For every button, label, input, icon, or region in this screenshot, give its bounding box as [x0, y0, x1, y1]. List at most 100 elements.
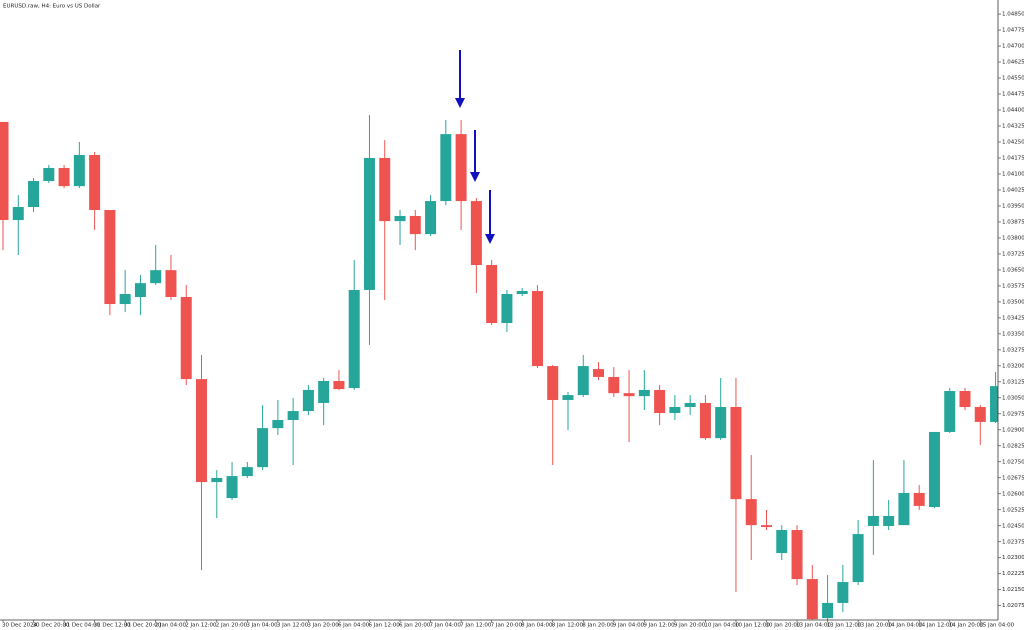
- x-tick-label: 10 Jan 04:00: [704, 623, 739, 629]
- x-tick-label: 3 Jan 12:00: [277, 623, 309, 629]
- candle-body: [272, 420, 284, 429]
- y-tick-label: 1.02375: [1002, 539, 1024, 545]
- candle-body: [699, 402, 711, 439]
- y-tick-label: 1.04775: [1002, 28, 1024, 34]
- x-tick-label: 14 Jan 04:00: [888, 623, 923, 629]
- x-tick-label: 13 Jan 12:00: [827, 623, 862, 629]
- y-tick-label: 1.02975: [1002, 411, 1024, 417]
- x-tick-label: 3 Jan 04:00: [246, 623, 278, 629]
- candle-body: [913, 492, 925, 506]
- candle-body: [12, 207, 24, 221]
- x-tick-label: 7 Jan 20:00: [491, 623, 523, 629]
- plot-area: [0, 115, 998, 620]
- candle-body: [394, 215, 406, 222]
- arrow-head: [470, 172, 480, 182]
- candle-body: [654, 389, 666, 413]
- x-tick-label: 10 Jan 20:00: [766, 623, 801, 629]
- candle-body: [883, 515, 895, 526]
- y-tick-label: 1.02750: [1002, 459, 1024, 465]
- y-tick-label: 1.02825: [1002, 443, 1024, 449]
- x-tick-label: 31 Dec 20:00: [124, 623, 161, 629]
- candle-body: [531, 291, 543, 367]
- candle-body: [119, 294, 131, 305]
- candle-body: [379, 157, 391, 222]
- candle-body: [257, 428, 269, 468]
- x-tick-label: 7 Jan 12:00: [460, 623, 492, 629]
- y-tick-label: 1.04325: [1002, 124, 1024, 130]
- candle-body: [761, 525, 772, 528]
- candle-body: [104, 210, 116, 305]
- x-tick-label: 6 Jan 04:00: [338, 623, 370, 629]
- y-tick-label: 1.03425: [1002, 315, 1024, 321]
- y-tick-label: 1.02600: [1002, 491, 1024, 497]
- candle-body: [730, 407, 742, 500]
- candle-body: [409, 215, 421, 235]
- candle-body: [684, 402, 696, 408]
- candle-body: [180, 296, 192, 380]
- candle-body: [89, 155, 101, 211]
- y-tick-label: 1.03725: [1002, 251, 1024, 257]
- candle-body: [333, 380, 345, 390]
- candle-body: [58, 168, 70, 187]
- x-tick-label: 30 Dec 2024: [2, 623, 38, 629]
- candle-body: [73, 155, 85, 187]
- candle-body: [822, 602, 834, 619]
- y-tick-label: 1.03575: [1002, 283, 1024, 289]
- candle-body: [28, 181, 40, 208]
- candle-body: [211, 478, 223, 483]
- y-tick-label: 1.03650: [1002, 267, 1024, 273]
- candle-body: [425, 201, 437, 235]
- y-tick-label: 1.04025: [1002, 187, 1024, 193]
- y-tick-label: 1.04400: [1002, 108, 1024, 114]
- chart-title: EURUSD.raw, H4: Euro vs US Dollar: [3, 4, 101, 10]
- candle-body: [669, 407, 681, 413]
- y-tick-label: 1.02075: [1002, 603, 1024, 609]
- x-tick-label: 2 Jan 12:00: [185, 623, 217, 629]
- candle-body: [715, 407, 727, 439]
- candle-body: [226, 476, 238, 499]
- candle-body: [745, 499, 757, 526]
- x-tick-label: 2 Jan 04:00: [155, 623, 187, 629]
- x-tick-label: 2 Jan 20:00: [216, 623, 248, 629]
- y-tick-label: 1.04175: [1002, 155, 1024, 161]
- x-tick-label: 30 Dec 20:00: [33, 623, 70, 629]
- y-tick-label: 1.02450: [1002, 523, 1024, 529]
- candle-body: [501, 294, 513, 324]
- y-tick-label: 1.02675: [1002, 475, 1024, 481]
- candle-body: [837, 582, 849, 603]
- candle-body: [806, 579, 818, 620]
- x-tick-label: 8 Jan 20:00: [582, 623, 614, 629]
- y-tick-label: 1.03350: [1002, 331, 1024, 337]
- x-tick-label: 3 Jan 20:00: [307, 623, 339, 629]
- candle-body: [516, 291, 528, 295]
- candle-body: [577, 366, 589, 396]
- x-tick-label: 31 Dec 12:00: [94, 623, 131, 629]
- x-tick-label: 14 Jan 12:00: [918, 623, 953, 629]
- y-tick-label: 1.04475: [1002, 92, 1024, 98]
- y-tick-label: 1.03500: [1002, 299, 1024, 305]
- y-tick-label: 1.03050: [1002, 395, 1024, 401]
- candle-body: [593, 369, 605, 377]
- x-tick-label: 9 Jan 04:00: [613, 623, 645, 629]
- y-tick-label: 1.02900: [1002, 427, 1024, 433]
- y-tick-label: 1.03200: [1002, 363, 1024, 369]
- y-tick-label: 1.02225: [1002, 571, 1024, 577]
- candle-body: [562, 395, 574, 400]
- candle-body: [623, 393, 635, 397]
- y-tick-label: 1.03800: [1002, 235, 1024, 241]
- y-tick-label: 1.04100: [1002, 171, 1024, 177]
- candle-body: [486, 265, 498, 324]
- x-tick-label: 13 Jan 04:00: [796, 623, 831, 629]
- candle-body: [440, 134, 452, 202]
- candle-body: [196, 379, 208, 483]
- candle-body: [134, 283, 146, 297]
- candle-body: [990, 386, 998, 422]
- candle-body: [608, 376, 620, 394]
- y-tick-label: 1.04850: [1002, 12, 1024, 18]
- y-tick-label: 1.02300: [1002, 555, 1024, 561]
- y-tick-label: 1.03275: [1002, 347, 1024, 353]
- x-tick-label: 9 Jan 12:00: [643, 623, 675, 629]
- candle-body: [0, 121, 9, 221]
- candle-body: [776, 530, 788, 554]
